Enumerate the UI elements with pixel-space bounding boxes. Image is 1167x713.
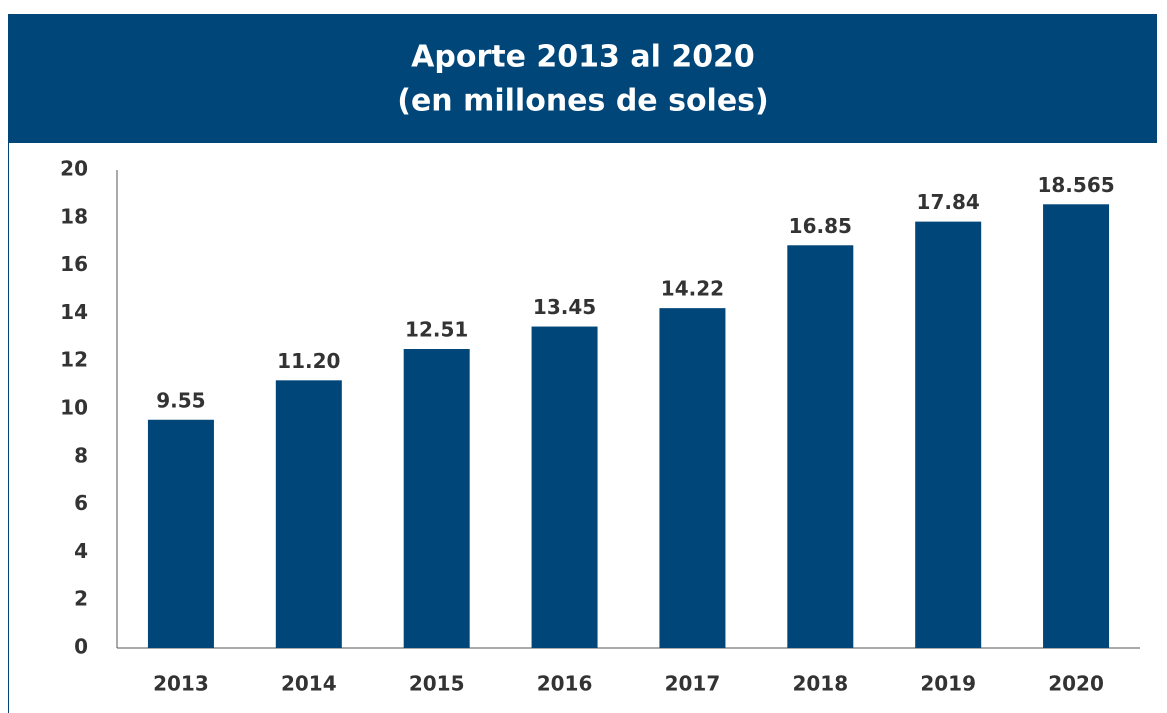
value-label: 18.565: [1037, 173, 1114, 197]
y-tick-label: 2: [74, 587, 88, 611]
value-label: 12.51: [405, 318, 468, 342]
x-tick-label: 2018: [792, 672, 848, 696]
x-tick-label: 2013: [153, 672, 209, 696]
bar: [147, 419, 214, 648]
value-label: 13.45: [533, 295, 596, 319]
bar: [1043, 204, 1110, 648]
bar: [531, 326, 598, 648]
y-tick-label: 0: [74, 635, 88, 659]
value-label: 17.84: [917, 190, 980, 214]
bar: [659, 308, 726, 648]
x-tick-label: 2016: [537, 672, 593, 696]
value-label: 9.55: [156, 388, 205, 412]
x-tick-label: 2017: [665, 672, 721, 696]
y-tick-label: 12: [60, 348, 88, 372]
x-tick-label: 2019: [920, 672, 976, 696]
chart-subtitle: (en millones de soles): [397, 84, 769, 119]
y-tick-label: 18: [60, 204, 88, 228]
value-label: 16.85: [789, 214, 852, 238]
chart-title: Aporte 2013 al 2020: [411, 40, 755, 75]
y-tick-label: 14: [60, 300, 88, 324]
x-tick-label: 2014: [281, 672, 337, 696]
value-label: 11.20: [277, 349, 340, 373]
x-tick-label: 2020: [1048, 672, 1104, 696]
x-tick-label: 2015: [409, 672, 465, 696]
y-tick-label: 4: [74, 539, 88, 563]
y-tick-label: 20: [60, 157, 88, 181]
bar: [915, 221, 982, 648]
y-tick-label: 6: [74, 491, 88, 515]
bar: [275, 380, 342, 648]
value-label: 14.22: [661, 277, 724, 301]
y-tick-label: 8: [74, 443, 88, 467]
bar: [787, 245, 854, 648]
header-band: [8, 14, 1157, 143]
y-tick-label: 16: [60, 252, 88, 276]
y-tick-label: 10: [60, 396, 88, 420]
bar: [403, 349, 470, 648]
